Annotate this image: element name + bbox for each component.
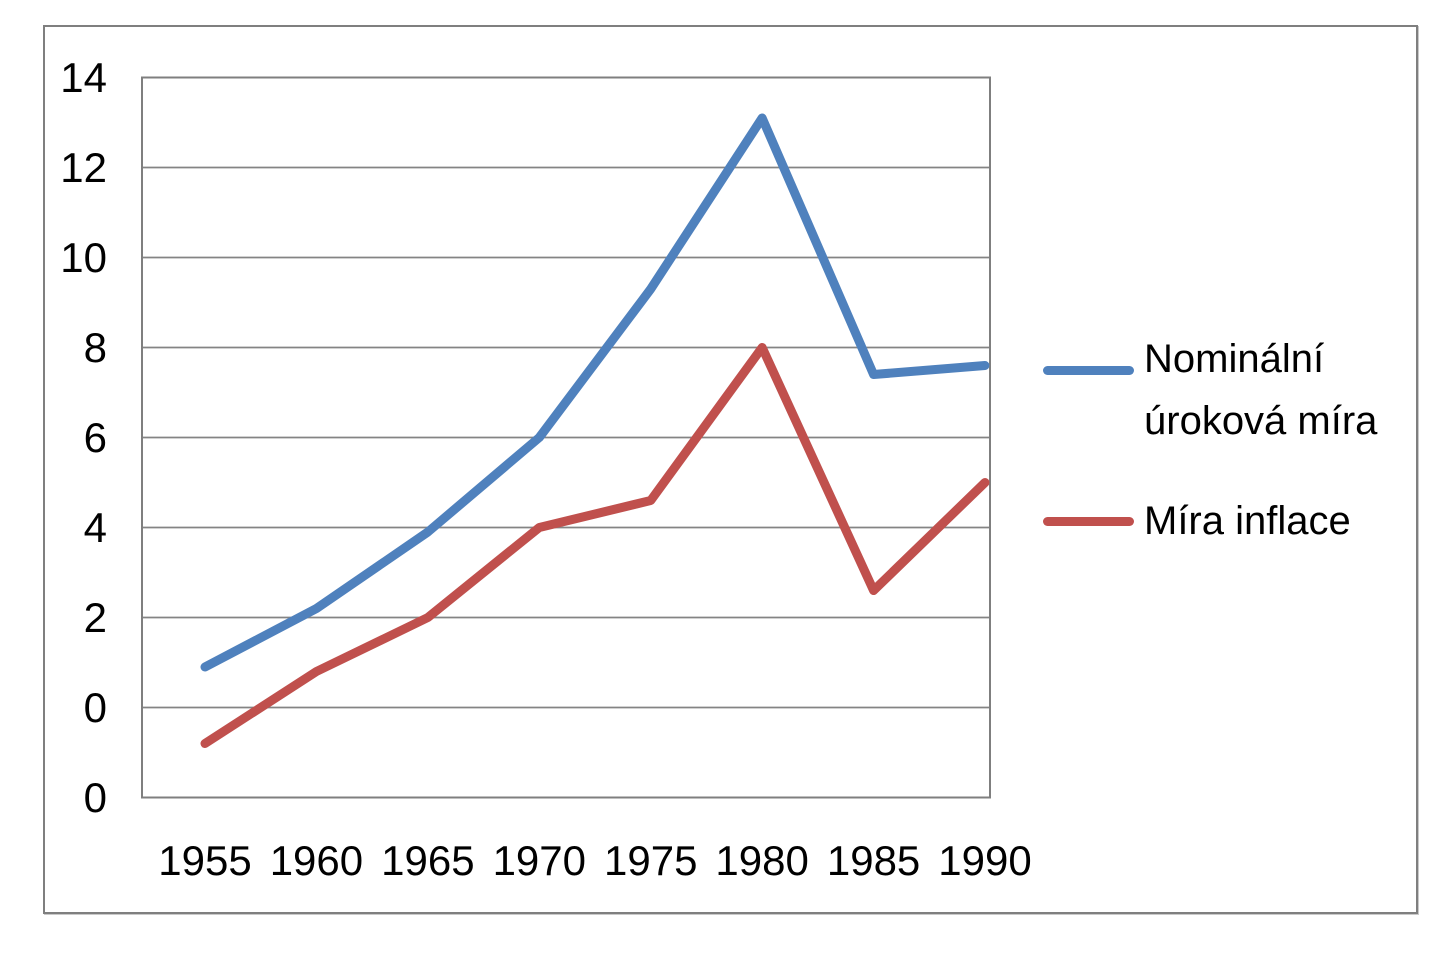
x-axis-tick-label: 1960 [269,837,364,884]
series-line-inflation-rate [200,343,990,748]
y-axis-tick-label: 0 [83,774,107,821]
legend-label-inflation-rate: Míra inflace [1144,490,1351,552]
legend-label-line: úroková míra [1144,399,1378,443]
y-axis-tick-label: 8 [83,324,107,371]
legend-label-nominal-rate: Nominální úroková míra [1144,328,1377,452]
x-axis-tick-label: 1985 [826,837,921,884]
legend-label-line: Míra inflace [1144,499,1351,543]
y-axis-tick-label: 14 [60,54,107,101]
y-axis-tick-label: 4 [83,504,107,551]
y-axis-tick-label: 2 [83,594,107,641]
legend-swatch-nominal-rate [1043,366,1134,375]
x-axis-tick-label: 1975 [604,837,698,884]
x-axis-tick-label: 1965 [381,837,475,884]
legend-swatch-inflation-rate [1043,517,1134,526]
x-axis-tick-label: 1980 [715,837,809,884]
x-axis-tick-label: 1990 [938,837,1032,884]
y-axis-tick-label: 6 [83,414,107,461]
plot-border [141,76,991,799]
y-axis-tick-label: 0 [83,684,107,731]
x-axis-tick-label: 1955 [158,837,252,884]
y-axis-tick-label: 10 [60,234,107,281]
x-axis-tick-label: 1970 [492,837,586,884]
legend-label-line: Nominální [1144,337,1325,381]
y-axis-tick-label: 12 [60,144,107,191]
series-line-nominal-rate [200,113,990,672]
